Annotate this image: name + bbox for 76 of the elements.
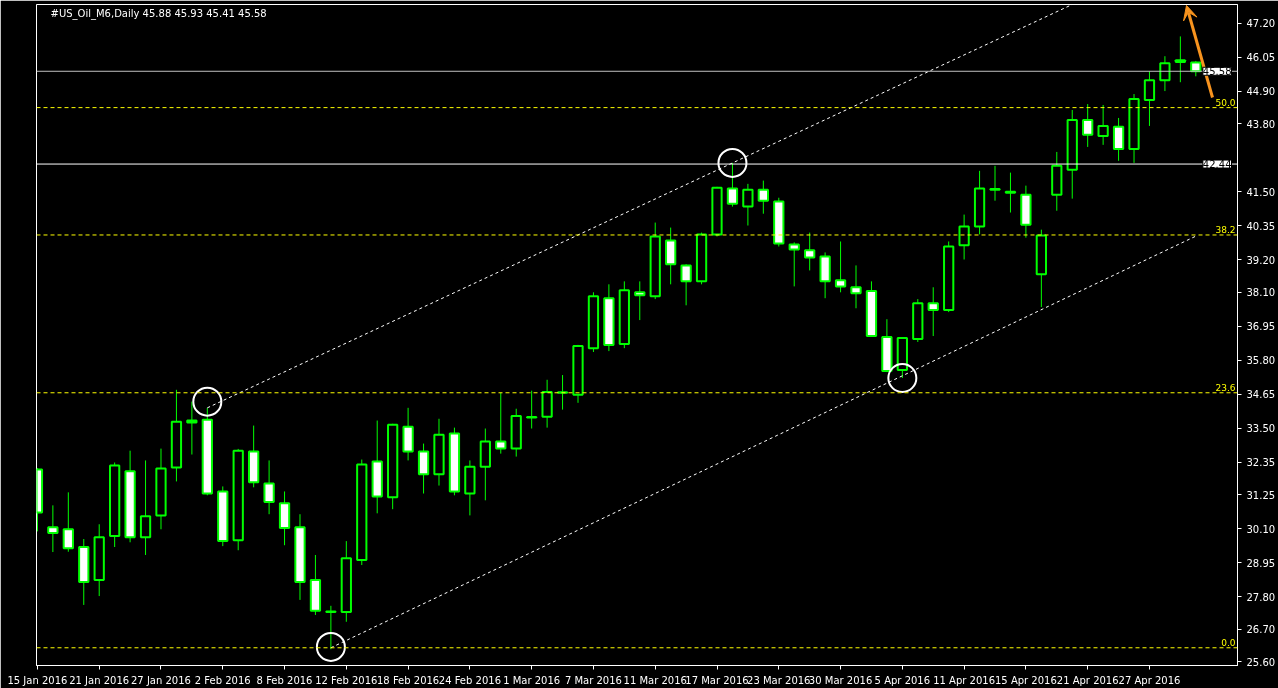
y-tick-label: 32.35 — [1246, 457, 1276, 469]
annotation: 0.0 — [1221, 637, 1236, 648]
candlestick — [834, 240, 847, 293]
x-tick-label: 7 Mar 2016 — [564, 674, 622, 686]
x-tick-label: 2 Feb 2016 — [194, 674, 251, 686]
x-tick-label: 30 Mar 2016 — [808, 674, 873, 686]
x-tick-label: 21 Apr 2016 — [1056, 674, 1119, 686]
candlestick — [788, 241, 800, 287]
point — [192, 386, 223, 417]
candlestick — [263, 459, 275, 515]
y-tick-label: 43.80 — [1246, 118, 1276, 130]
candlestick — [417, 443, 430, 495]
x-tick-label: 27 Jan 2016 — [131, 674, 191, 686]
x-tick-label: 15 Jan 2016 — [7, 674, 68, 686]
candlestick — [757, 180, 769, 215]
annotation: 50.0 — [1215, 97, 1236, 108]
x-tick-label: 15 Apr 2016 — [994, 674, 1057, 686]
y-tick-label: 44.90 — [1246, 86, 1276, 98]
candlestick — [927, 286, 939, 337]
candlestick — [139, 459, 152, 556]
candlestick — [62, 491, 74, 553]
annotation: 38.2 — [1215, 224, 1236, 235]
candlestick — [47, 504, 59, 553]
x-tick-label: 21 Jan 2016 — [69, 674, 130, 686]
candlestick — [665, 227, 677, 285]
candlestick — [1097, 104, 1109, 146]
y-tick-label: 26.70 — [1246, 624, 1276, 636]
x-tick-label: 11 Apr 2016 — [933, 674, 996, 686]
x-tick-label: 12 Feb 2016 — [315, 674, 378, 686]
point — [717, 147, 748, 178]
x-tick-label: 17 Mar 2016 — [685, 674, 749, 686]
x-tick-label: 8 Feb 2016 — [256, 674, 313, 686]
candlestick — [526, 390, 538, 430]
x-tick-label: 5 Apr 2016 — [874, 674, 931, 686]
y-tick-label: 41.50 — [1246, 186, 1276, 198]
candlestick — [1004, 172, 1017, 214]
point — [315, 631, 346, 662]
annotation: 23.6 — [1215, 382, 1236, 393]
y-tick-label: 31.25 — [1246, 489, 1276, 501]
candlestick — [958, 214, 970, 260]
ref-line-label: 45.58 — [1202, 66, 1232, 78]
y-tick-label: 30.10 — [1246, 523, 1276, 535]
ref-line-label: 42.44 — [1202, 159, 1232, 171]
y-tick-label: 38.10 — [1246, 287, 1276, 299]
candlestick — [325, 605, 337, 650]
y-tick-label: 28.95 — [1246, 557, 1276, 569]
y-tick-label: 47.20 — [1246, 18, 1276, 30]
candlestick — [1112, 117, 1125, 162]
candlestick — [850, 264, 862, 309]
y-tick-label: 34.65 — [1246, 389, 1276, 401]
y-tick-label: 40.35 — [1246, 220, 1276, 232]
candlestick — [680, 263, 692, 306]
point — [887, 363, 918, 393]
x-tick-label: 23 Mar 2016 — [747, 674, 811, 686]
y-tick-label: 39.20 — [1246, 254, 1276, 266]
candlestick — [1159, 55, 1171, 92]
candlestick — [634, 280, 646, 321]
candlestick — [1082, 103, 1094, 148]
x-tick-label: 24 Feb 2016 — [438, 674, 502, 686]
y-tick-label: 46.05 — [1246, 52, 1276, 64]
candlestick — [495, 392, 507, 455]
x-tick-label: 11 Mar 2016 — [623, 674, 687, 686]
y-tick-label: 33.50 — [1246, 423, 1276, 435]
y-tick-label: 36.95 — [1246, 321, 1276, 333]
candlestick — [186, 401, 198, 456]
y-tick-label: 35.80 — [1246, 355, 1276, 367]
x-tick-label: 27 Apr 2016 — [1118, 674, 1181, 686]
candlestick — [1174, 35, 1186, 83]
chart-title: #US_Oil_M6,Daily 45.88 45.93 45.41 45.58 — [50, 8, 267, 20]
candlestick — [1143, 70, 1156, 127]
y-tick-label: 25.60 — [1246, 656, 1276, 668]
y-tick-label: 27.80 — [1246, 591, 1276, 603]
x-tick-label: 1 Mar 2016 — [503, 674, 561, 686]
candlestick — [742, 183, 754, 227]
candlestick — [804, 232, 816, 271]
x-tick-label: 18 Feb 2016 — [376, 674, 440, 686]
